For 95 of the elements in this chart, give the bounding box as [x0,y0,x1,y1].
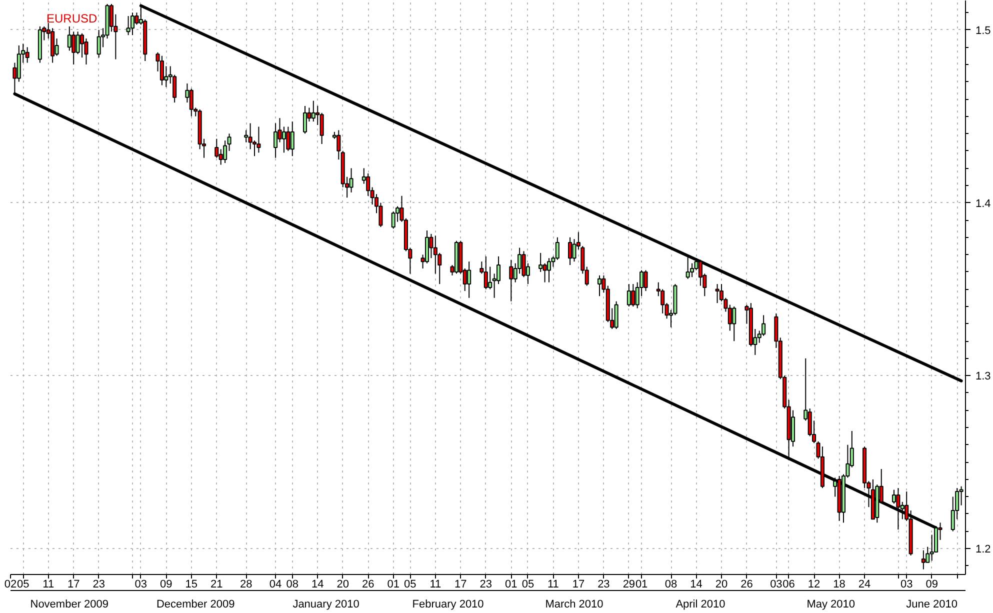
x-tick-label: 03 [770,578,782,590]
candlestick [509,259,514,302]
candlestick [542,262,547,283]
x-tick-label: 03 [134,578,148,590]
candlestick [227,133,232,152]
x-tick-label: 17 [67,578,80,590]
x-tick-label: 01 [505,578,518,590]
candlestick [218,148,223,166]
x-tick-label: 14 [311,578,324,590]
candlestick [631,284,636,308]
candlestick [555,236,560,260]
candlestick [290,121,294,157]
x-tick-label: 11 [548,578,559,590]
x-tick-label: 17 [572,578,585,590]
candlestick [626,284,631,308]
y-tick-label: 1.2 [976,544,991,556]
candlestick [484,256,488,290]
x-tick-label: 23 [598,578,610,590]
x-tick-label: 20 [336,578,349,590]
x-tick-label: 26 [362,578,374,590]
x2-tick-label: February 2010 [412,598,484,610]
candlestick [336,130,341,160]
y-tick-label: 1.4 [976,198,991,210]
candlestick [597,274,602,297]
candlestick [546,258,552,283]
x-tick-label: 14 [690,578,702,590]
candlestick [311,100,316,122]
candlestick [244,130,248,143]
x2-tick-label: December 2009 [156,598,235,610]
x-tick-label: 18 [833,578,846,590]
candlestick [256,126,261,154]
candlestick [130,12,135,36]
x-tick-label: 09 [926,578,938,590]
x-tick-label: 06 [782,578,795,590]
candlestick [644,270,648,292]
candlestick [160,55,164,86]
candlestick [568,236,572,266]
x-tick-label: 11 [42,578,54,590]
candlestick [76,31,80,55]
x-tick-label: 17 [454,578,467,590]
candlestick [67,26,72,52]
x-tick-label: 05 [404,578,416,590]
x2-tick-label: April 2010 [676,598,726,610]
x-tick-label: 05 [17,578,30,590]
x2-tick-label: May 2010 [806,598,856,610]
y-tick-label: 1.3 [976,370,991,383]
candlestick [223,140,228,164]
candlestick [614,300,618,330]
x2-tick-label: March 2010 [545,598,604,610]
candlestick [134,12,139,26]
x2-tick-label: June 2010 [906,598,958,610]
x-tick-label: 03 [900,578,913,590]
candlestick [214,138,219,158]
candlestick [302,105,308,134]
x-tick-label: 08 [286,578,299,590]
candlestick [467,261,472,298]
text: EURUSD [46,12,98,26]
x-tick-label: 12 [808,578,820,590]
x-tick-label: 29 [622,578,636,590]
candlestick [429,233,434,259]
x2-tick-label: January 2010 [292,598,360,610]
x-tick-label: 15 [185,578,198,590]
candlestick [921,550,926,570]
x-tick-label: 20 [715,578,728,590]
candlestick [189,88,194,117]
candlestick [349,168,354,193]
x-tick-label: 26 [740,578,753,590]
candlestick [282,126,286,154]
x-tick-label: 05 [522,578,534,590]
candlestick [126,16,130,36]
x-tick-label: 09 [160,578,172,590]
candlestick [320,112,324,144]
candlestick [25,46,30,64]
x-tick-label: 28 [240,578,252,590]
x-tick-label: 08 [664,578,678,590]
candlestick [96,29,101,58]
x-tick-label: 01 [635,578,648,590]
x-tick-label: 04 [269,578,282,590]
x-tick-label: 02 [4,578,17,590]
y-tick-label: 1.5 [976,24,991,37]
candlestick [715,284,720,304]
x-tick-label: 23 [92,578,105,590]
x-tick-label: 24 [858,578,871,590]
candlestick [488,266,492,290]
candlestick [892,489,896,504]
x-tick-label: 23 [480,578,492,590]
candlestick [538,252,543,272]
candlestick [732,306,736,342]
candlestick [286,126,290,152]
x-tick-label: 11 [430,578,442,590]
x2-tick-label: November 2009 [30,598,109,610]
candlestick [274,122,278,158]
x-tick-label: 01 [387,578,400,590]
x-tick-label: 21 [210,578,223,590]
candlestick [686,256,690,280]
